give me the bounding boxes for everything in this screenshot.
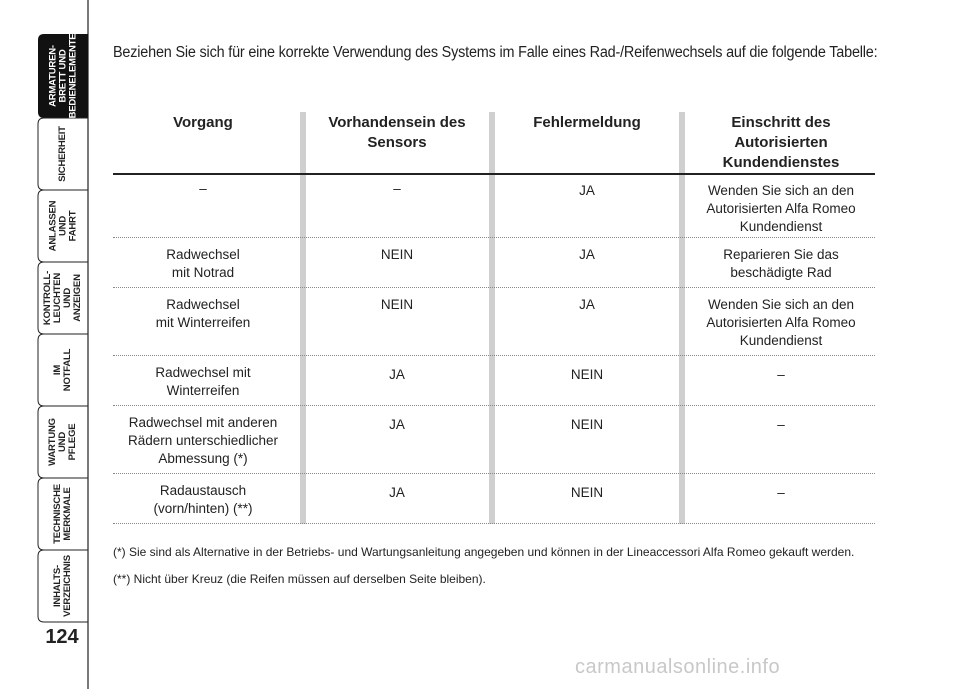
table-cell: NEIN	[570, 417, 604, 432]
tab-kontrollleuchten[interactable]: KONTROLL- LEUCHTEN UND ANZEIGEN	[38, 267, 88, 329]
table-cell: NEIN	[570, 367, 604, 382]
tab-anlassen[interactable]: ANLASSEN UND FAHRT	[38, 195, 88, 257]
page-number: 124	[45, 626, 79, 648]
header-kundendienst: Einschritt des Autorisierten Kundendiens…	[722, 114, 840, 171]
column-separator	[300, 112, 306, 524]
tab-armaturenbrett[interactable]: ARMATUREN- BRETT UND BEDIENELEMENTE	[38, 34, 88, 119]
watermark: carmanualsonline.info	[575, 656, 781, 678]
table-cell: Radwechsel mit anderen Rädern unterschie…	[127, 415, 279, 466]
header-rule	[113, 173, 875, 175]
column-separator	[489, 112, 495, 524]
tab-label: KONTROLL- LEUCHTEN UND ANZEIGEN	[42, 270, 84, 326]
tab-label: SICHERHEIT	[57, 126, 69, 182]
table-cell: –	[777, 367, 785, 382]
table-cell: Radaustausch (vorn/hinten) (**)	[153, 483, 253, 516]
tab-sicherheit[interactable]: SICHERHEIT	[38, 123, 88, 185]
row-divider	[113, 473, 875, 474]
chapter-sidebar: ARMATUREN- BRETT UND BEDIENELEMENTE SICH…	[0, 0, 92, 689]
tab-label: ARMATUREN- BRETT UND BEDIENELEMENTE	[47, 33, 79, 119]
table-cell: NEIN	[570, 485, 604, 500]
tab-label: ANLASSEN UND FAHRT	[47, 200, 78, 252]
table-cell: JA	[579, 183, 595, 198]
sidebar-tab-outlines	[37, 0, 89, 689]
tab-label: TECHNISCHE MERKMALE	[52, 484, 74, 544]
table-cell: JA	[389, 485, 405, 500]
table-cell: Wenden Sie sich an den Autorisierten Alf…	[706, 183, 856, 234]
table-cell: JA	[389, 417, 405, 432]
table-cell: –	[777, 485, 785, 500]
row-divider	[113, 287, 875, 288]
table-cell: Radwechsel mit Notrad	[166, 247, 240, 280]
tab-wartung[interactable]: WARTUNG UND PFLEGE	[38, 411, 88, 473]
intro-text: Beziehen Sie sich für eine korrekte Verw…	[113, 44, 878, 61]
tab-label: IM NOTFALL	[52, 348, 73, 392]
header-fehlermeldung: Fehlermeldung	[533, 114, 641, 131]
footnote-1: (*) Sie sind als Alternative in der Betr…	[113, 545, 855, 559]
table-cell: JA	[389, 367, 405, 382]
row-divider	[113, 405, 875, 406]
table-cell: Radwechsel mit Winterreifen	[155, 297, 251, 330]
table-cell: Radwechsel mit Winterreifen	[155, 365, 251, 398]
tab-inhaltsverzeichnis[interactable]: INHALTS- VERZEICHNIS	[38, 555, 88, 617]
table-cell: Wenden Sie sich an den Autorisierten Alf…	[706, 297, 856, 348]
table-cell: NEIN	[380, 297, 414, 312]
tab-technische-merkmale[interactable]: TECHNISCHE MERKMALE	[38, 483, 88, 545]
table-cell: JA	[579, 247, 595, 262]
table-cell: JA	[579, 297, 595, 312]
table-cell: NEIN	[380, 247, 414, 262]
row-divider	[113, 355, 875, 356]
tab-im-notfall[interactable]: IM NOTFALL	[38, 339, 88, 401]
header-vorgang: Vorgang	[173, 114, 233, 131]
tab-label: INHALTS- VERZEICHNIS	[52, 555, 74, 617]
header-sensor: Vorhandensein des Sensors	[328, 114, 466, 151]
table-cell: –	[199, 181, 207, 196]
table-cell: –	[393, 181, 401, 196]
table-cell: –	[777, 417, 785, 432]
tab-label: WARTUNG UND PFLEGE	[47, 418, 78, 466]
column-separator	[679, 112, 685, 524]
row-divider	[113, 237, 875, 238]
row-divider	[113, 523, 875, 524]
footnote-2: (**) Nicht über Kreuz (die Reifen müssen…	[113, 572, 486, 586]
table-cell: Reparieren Sie das beschädigte Rad	[723, 247, 839, 280]
